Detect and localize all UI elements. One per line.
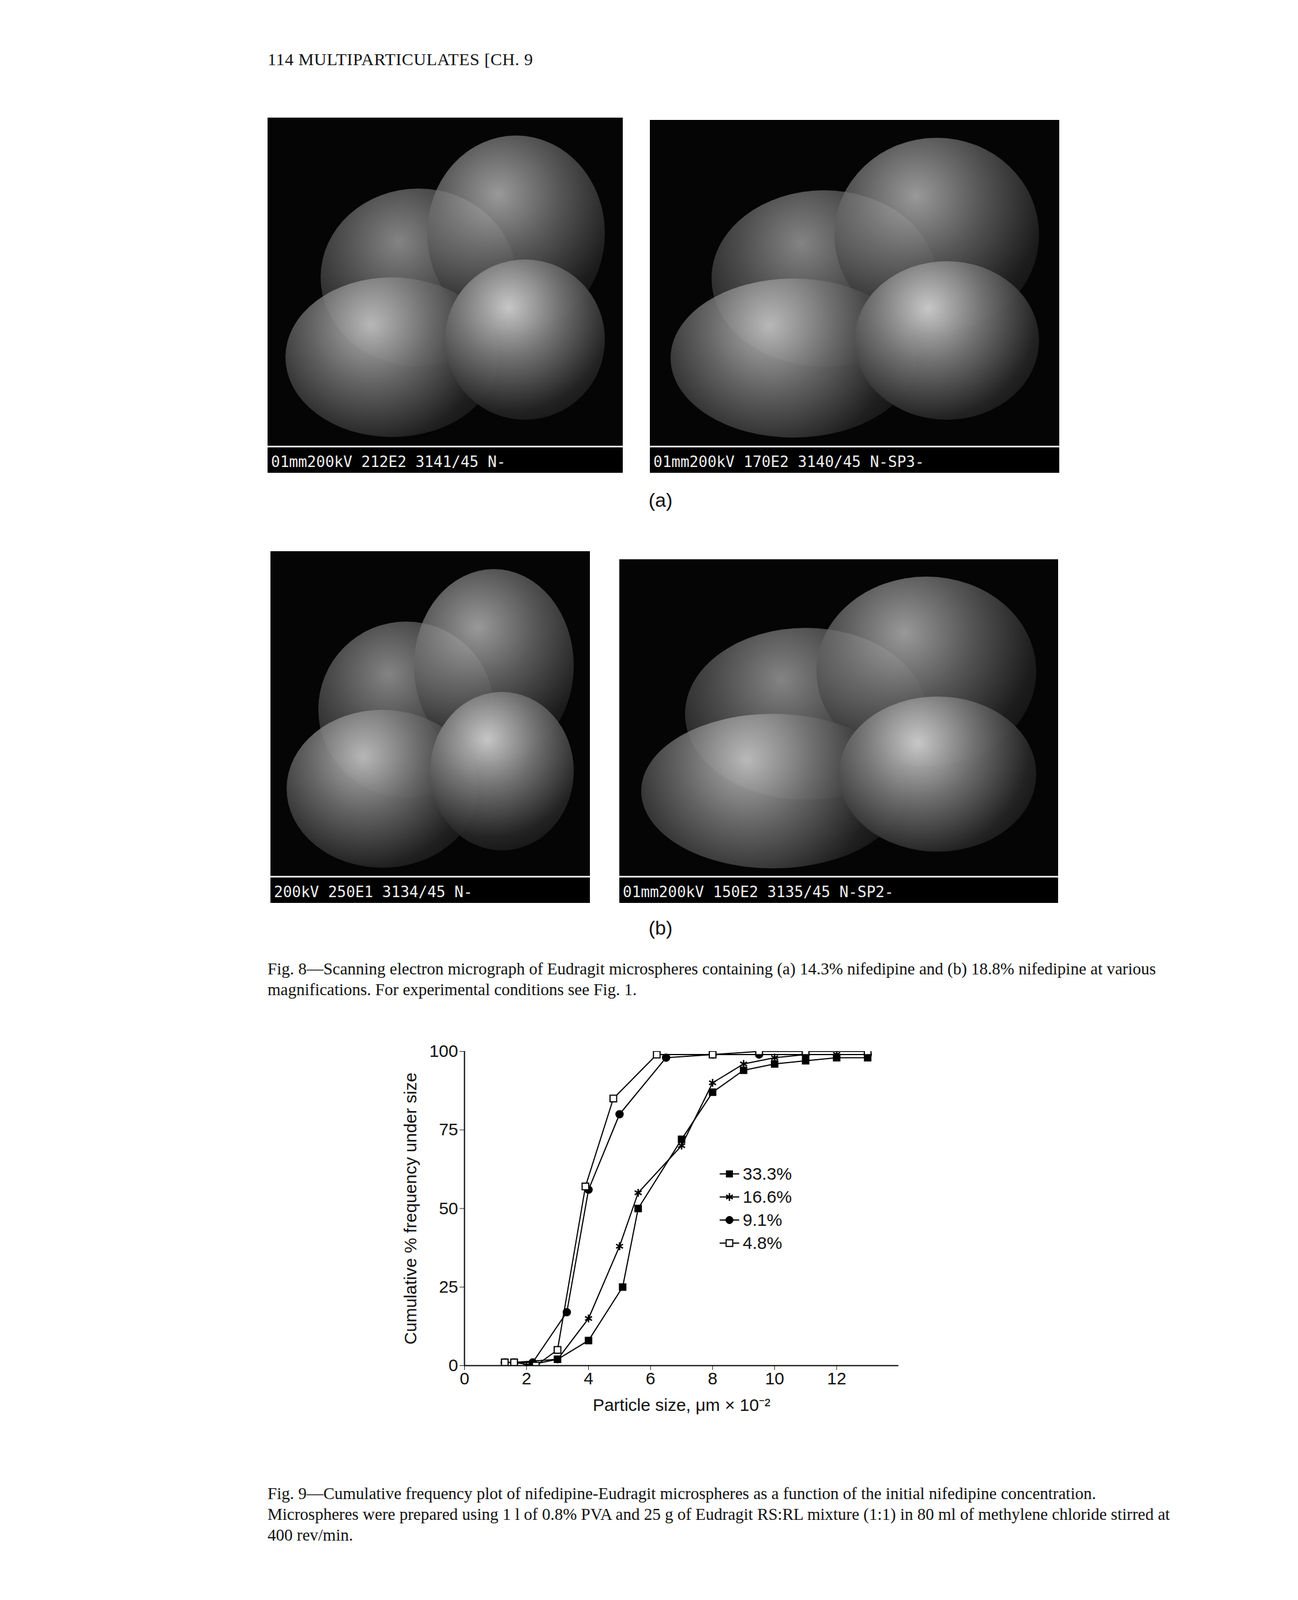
html-text:33.3%: 33.3% <box>742 1164 792 1184</box>
svg-text:6: 6 <box>645 1368 656 1388</box>
html-text:01mm200kV 212E2 3141/45 N-: 01mm200kV 212E2 3141/45 N- <box>271 453 506 471</box>
svg-text:50: 50 <box>438 1198 458 1218</box>
html-text:4.8%: 4.8% <box>742 1233 783 1253</box>
html-text:Fig. 8—Scanning electron micro: Fig. 8—Scanning electron micrograph of E… <box>267 959 1156 999</box>
svg-text:0: 0 <box>448 1355 459 1375</box>
svg-text:25: 25 <box>438 1277 458 1297</box>
html-text:(b): (b) <box>648 916 673 939</box>
html-text:(a): (a) <box>648 488 673 511</box>
html-text:16.6%: 16.6% <box>742 1187 792 1207</box>
svg-text:12: 12 <box>826 1368 846 1388</box>
html-text:9.1%: 9.1% <box>742 1210 783 1230</box>
html-text:200kV 250E1 3134/45 N-: 200kV 250E1 3134/45 N- <box>273 883 473 901</box>
html-text:01mm200kV 150E2 3135/45 N-SP2-: 01mm200kV 150E2 3135/45 N-SP2- <box>622 883 894 901</box>
svg-text:8: 8 <box>707 1368 718 1388</box>
svg-text:2: 2 <box>521 1368 532 1388</box>
svg-text:Cumulative % frequency under s: Cumulative % frequency under size <box>400 1072 420 1345</box>
html-text:Fig. 9—Cumulative frequency pl: Fig. 9—Cumulative frequency plot of nife… <box>267 1484 1170 1545</box>
svg-text:75: 75 <box>438 1119 458 1139</box>
html-text:114 MULTIPARTICULATES [CH. 9: 114 MULTIPARTICULATES [CH. 9 <box>267 49 534 69</box>
svg-text:Particle size, μm × 10⁻²: Particle size, μm × 10⁻² <box>592 1395 771 1415</box>
svg-text:4: 4 <box>583 1368 594 1388</box>
svg-text:10: 10 <box>765 1368 785 1388</box>
svg-text:0: 0 <box>459 1368 470 1388</box>
html-text:01mm200kV 170E2 3140/45 N-SP3-: 01mm200kV 170E2 3140/45 N-SP3- <box>653 453 925 471</box>
svg-text:100: 100 <box>429 1041 458 1061</box>
